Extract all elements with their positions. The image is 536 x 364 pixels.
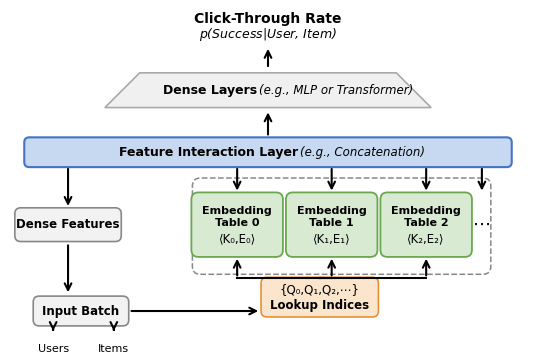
Text: $p$(Success$|$User, Item): $p$(Success$|$User, Item)	[199, 25, 337, 43]
Text: {Q₀,Q₁,Q₂,⋯}: {Q₀,Q₁,Q₂,⋯}	[280, 283, 360, 296]
FancyBboxPatch shape	[261, 277, 378, 317]
Text: Items: Items	[98, 344, 129, 354]
Text: (e.g., Concatenation): (e.g., Concatenation)	[300, 146, 425, 159]
Text: Embedding: Embedding	[202, 206, 272, 216]
Text: Table 0: Table 0	[215, 218, 259, 228]
Text: Embedding: Embedding	[391, 206, 461, 216]
FancyBboxPatch shape	[15, 208, 121, 242]
Text: Lookup Indices: Lookup Indices	[270, 298, 369, 312]
FancyBboxPatch shape	[24, 137, 512, 167]
FancyBboxPatch shape	[381, 193, 472, 257]
Text: Table 1: Table 1	[309, 218, 354, 228]
Text: Dense Features: Dense Features	[16, 218, 120, 231]
FancyBboxPatch shape	[286, 193, 377, 257]
Text: ⟨K₀,E₀⟩: ⟨K₀,E₀⟩	[219, 232, 256, 245]
Text: Dense Layers: Dense Layers	[163, 84, 257, 97]
Text: Table 2: Table 2	[404, 218, 449, 228]
Text: ⋯: ⋯	[473, 216, 491, 234]
Text: Feature Interaction Layer: Feature Interaction Layer	[119, 146, 298, 159]
FancyBboxPatch shape	[191, 193, 283, 257]
Text: ⟨K₁,E₁⟩: ⟨K₁,E₁⟩	[313, 232, 351, 245]
Text: (e.g., MLP or Transformer): (e.g., MLP or Transformer)	[258, 84, 413, 97]
Text: Click-Through Rate: Click-Through Rate	[194, 12, 342, 26]
Text: Users: Users	[38, 344, 69, 354]
Polygon shape	[105, 73, 431, 108]
FancyBboxPatch shape	[33, 296, 129, 326]
Text: Input Batch: Input Batch	[42, 305, 120, 317]
Text: ⟨K₂,E₂⟩: ⟨K₂,E₂⟩	[407, 232, 445, 245]
Text: Embedding: Embedding	[297, 206, 367, 216]
